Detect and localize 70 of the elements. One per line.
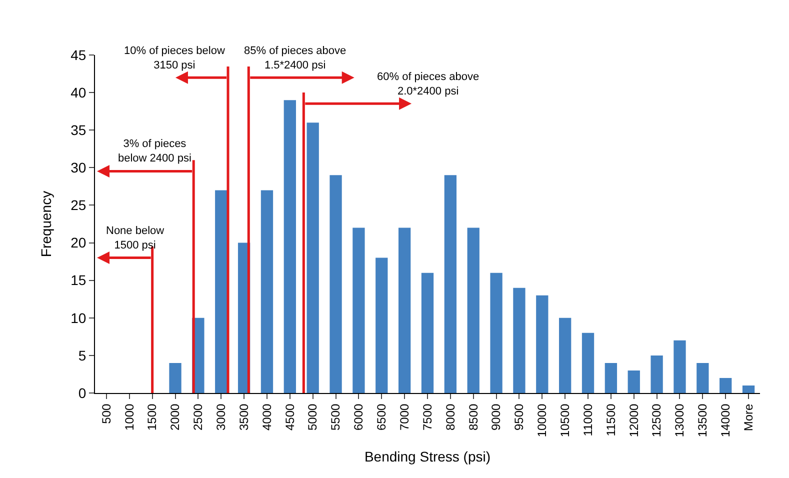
bar: [628, 370, 640, 393]
x-tick-label: 12500: [650, 403, 664, 438]
x-tick-label: 4500: [282, 403, 297, 431]
x-tick-label: 12000: [626, 403, 641, 438]
bar: [536, 295, 548, 393]
x-tick-label: 4000: [260, 403, 274, 431]
bar: [513, 288, 526, 393]
bar: [376, 258, 388, 393]
y-tick-label: 25: [70, 197, 86, 214]
x-tick-label: 7500: [420, 403, 434, 431]
x-tick-label: More: [741, 403, 756, 432]
x-tick-label: 11500: [604, 403, 618, 436]
x-tick-label: 3500: [236, 403, 251, 431]
ref-line-label: 10% of pieces below 3150 psi: [124, 45, 225, 72]
bar: [559, 318, 572, 393]
bar: [582, 332, 594, 393]
y-axis-title: Frequency: [38, 190, 54, 258]
bar: [306, 122, 319, 393]
bar: [674, 340, 686, 393]
x-tick-label: 13000: [672, 403, 687, 438]
x-tick-label: 14000: [718, 403, 732, 438]
ref-line-label: 60% of pieces above 2.0*2400 psi: [377, 71, 480, 98]
bar: [650, 355, 663, 393]
y-tick-label: 45: [70, 46, 86, 63]
bar: [444, 175, 457, 393]
ref-line-label: None below 1500 psi: [106, 225, 164, 252]
y-tick-label: 40: [70, 84, 86, 100]
bar: [398, 228, 411, 393]
x-tick-label: 7000: [397, 403, 412, 431]
x-tick-label: 6500: [374, 403, 389, 431]
y-tick-label: 15: [70, 272, 86, 288]
bar: [742, 385, 755, 393]
x-tick-label: 500: [99, 403, 114, 424]
x-tick-label: 11000: [580, 403, 595, 436]
x-tick-label: 3000: [214, 403, 228, 431]
x-tick-label: 1000: [122, 403, 136, 431]
x-tick-label: 13500: [696, 403, 710, 438]
x-tick-label: 5000: [306, 403, 320, 431]
bar: [720, 378, 732, 393]
x-tick-label: 10500: [558, 403, 572, 438]
y-tick-label: 10: [70, 310, 86, 326]
ref-line-label: 85% of pieces above 1.5*2400 psi: [244, 45, 346, 72]
bar: [696, 362, 709, 393]
bar: [215, 190, 228, 393]
x-tick-label: 2500: [191, 403, 206, 431]
bar: [490, 272, 502, 393]
y-tick-label: 5: [78, 347, 86, 364]
x-tick-label: 5500: [328, 403, 343, 431]
bar: [352, 228, 365, 393]
bar: [604, 362, 618, 393]
bar: [284, 100, 296, 393]
y-tick-label: 30: [70, 160, 86, 176]
x-tick-label: 9000: [489, 403, 504, 431]
x-tick-label: 8000: [443, 403, 458, 431]
y-tick-label: 35: [70, 122, 86, 138]
x-tick-label: 6000: [352, 403, 366, 431]
bar: [330, 175, 342, 393]
bar: [169, 362, 182, 393]
bar: [467, 228, 480, 393]
x-tick-label: 8500: [466, 403, 480, 431]
x-tick-label: 10000: [535, 403, 550, 438]
bar: [260, 190, 274, 393]
y-tick-label: 20: [70, 234, 86, 251]
x-axis-title: Bending Stress (psi): [364, 448, 491, 464]
y-tick-label: 0: [78, 384, 86, 401]
ref-line-label: 3% of pieces below 2400 psi: [118, 138, 192, 164]
x-tick-label: 9500: [512, 403, 526, 431]
x-tick-label: 1500: [145, 403, 160, 431]
x-tick-label: 2000: [168, 403, 182, 431]
bar: [421, 272, 434, 393]
